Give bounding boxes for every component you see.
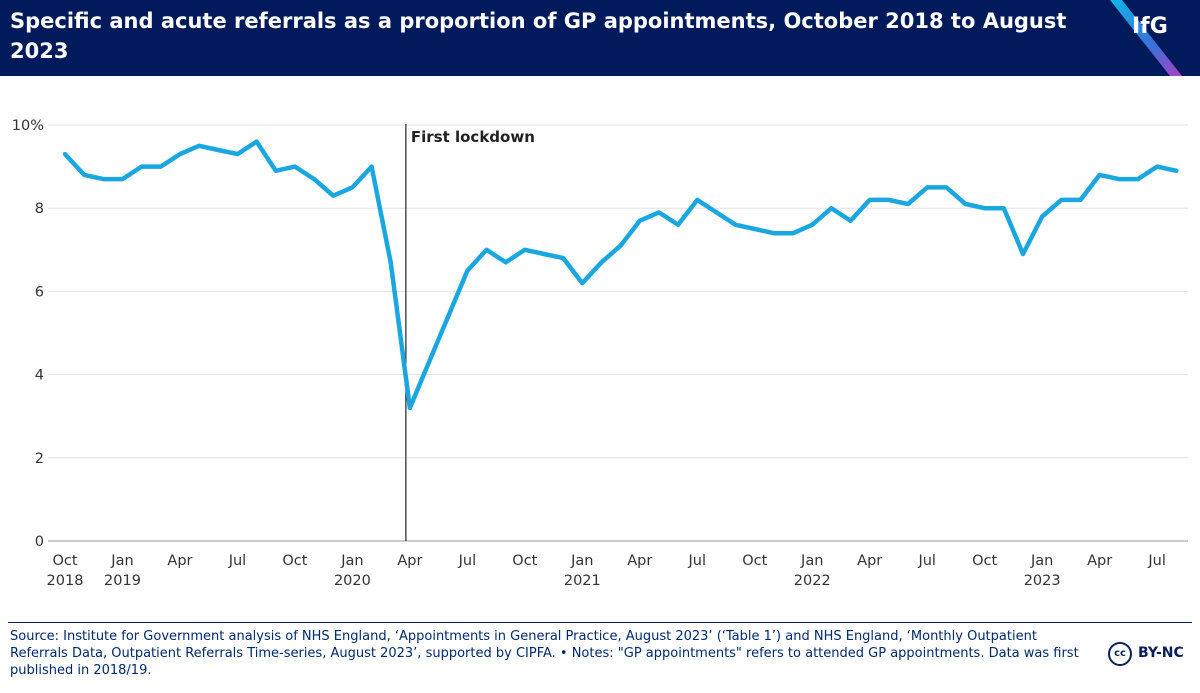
x-tick-label: Jul (1147, 553, 1166, 569)
x-tick-label: Oct (512, 553, 537, 569)
x-tick-label: Oct (972, 553, 997, 569)
x-tick-year-label: 2018 (47, 573, 84, 589)
y-tick-label: 10% (12, 118, 44, 134)
header-banner: Specific and acute referrals as a propor… (0, 0, 1200, 76)
license-badge: cc BY-NC (1108, 642, 1194, 668)
x-tick-label: Oct (282, 553, 307, 569)
x-tick-year-label: 2023 (1024, 573, 1061, 589)
x-tick-label: Jan (800, 553, 823, 569)
x-tick-label: Apr (857, 553, 882, 569)
line-chart: 0 2 4 6 8 10% Oct 2018 Jan 2019 Apr Jul Oct Jan 2020 A… (12, 118, 1188, 589)
first-lockdown-label: First lockdown (411, 128, 535, 146)
x-tick-label: Oct (742, 553, 767, 569)
x-tick-label: Jul (458, 553, 477, 569)
x-tick-year-label: 2019 (104, 573, 141, 589)
gridlines (48, 124, 1188, 542)
x-tick-label: Jul (917, 553, 936, 569)
creative-commons-icon: cc (1108, 642, 1132, 666)
y-tick-label: 4 (35, 368, 44, 384)
x-tick-label: Apr (627, 553, 652, 569)
series-line (62, 139, 1179, 411)
x-tick-label: Jul (688, 553, 707, 569)
x-tick-label: Apr (397, 553, 422, 569)
x-tick-label: Apr (1087, 553, 1112, 569)
chart-title: Specific and acute referrals as a propor… (10, 9, 1067, 63)
y-tick-label: 0 (35, 534, 44, 550)
x-tick-year-label: 2020 (334, 573, 371, 589)
x-tick-year-label: 2022 (794, 573, 831, 589)
y-tick-label: 8 (35, 201, 44, 217)
x-tick-label: Jan (110, 553, 133, 569)
x-tick-label: Jul (228, 553, 247, 569)
ifg-logo: IfG (1132, 14, 1168, 39)
footer-divider (8, 622, 1192, 623)
y-tick-label: 2 (35, 451, 44, 467)
y-axis-labels: 0 2 4 6 8 10% (12, 118, 44, 550)
x-tick-label: Oct (52, 553, 77, 569)
ifg-logo-stripe-icon (1110, 0, 1182, 76)
x-axis-labels: Oct 2018 Jan 2019 Apr Jul Oct Jan 2020 Apr Jul Oct J… (47, 553, 1166, 589)
y-tick-label: 6 (35, 284, 44, 300)
x-tick-year-label: 2021 (564, 573, 601, 589)
x-tick-label: Apr (167, 553, 192, 569)
x-tick-label: Jan (340, 553, 363, 569)
source-note: Source: Institute for Government analysi… (10, 629, 1079, 678)
x-tick-label: Jan (570, 553, 593, 569)
x-tick-label: Jan (1030, 553, 1053, 569)
license-label: BY-NC (1138, 645, 1184, 661)
